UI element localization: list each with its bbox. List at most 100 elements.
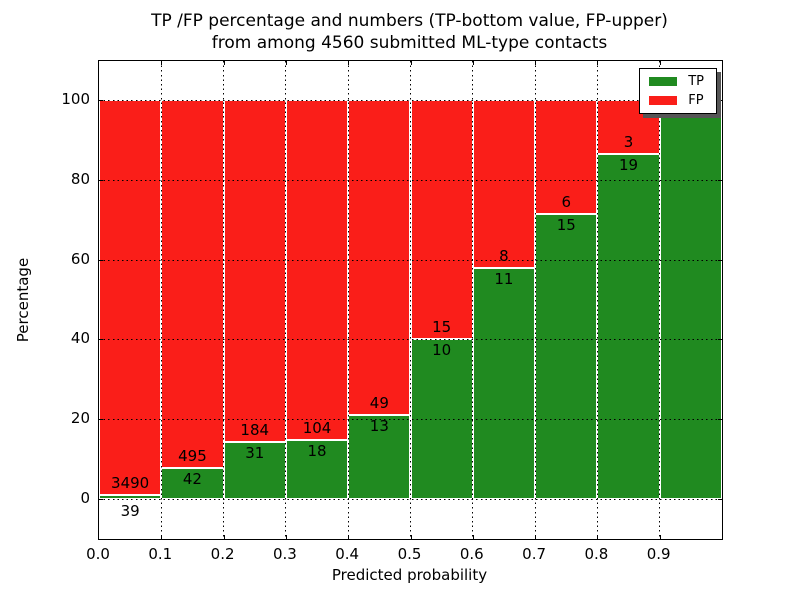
tp-bar-segment [99, 494, 162, 499]
fp-count-label: 3 [623, 133, 634, 152]
fp-bar-segment [348, 100, 411, 416]
x-tick-label: 0.3 [272, 545, 297, 563]
y-tick-mark [99, 499, 103, 500]
tp-bar-segment [659, 100, 722, 499]
fp-bar-segment [535, 100, 598, 215]
tp-count-label: 39 [120, 502, 140, 520]
tp-legend-label: TP [688, 74, 704, 89]
x-tick-mark [223, 535, 225, 539]
x-tick-label: 0.9 [646, 545, 671, 563]
v-gridline [285, 61, 287, 539]
x-axis-label: Predicted probability [331, 566, 488, 584]
fp-count-label: 8 [499, 246, 509, 265]
y-tick-label: 100 [61, 90, 90, 108]
y-tick-mark [99, 419, 103, 421]
plot-area: 349039495421843110418491315108116153198 … [98, 60, 723, 540]
x-tick-mark-top [472, 61, 474, 65]
v-gridline [596, 61, 598, 539]
fp-count-label: 495 [178, 446, 207, 465]
y-tick-label: 60 [70, 249, 90, 268]
tp-count-label: 10 [432, 341, 452, 360]
y-tick-mark-right [718, 179, 722, 181]
y-tick-label: 20 [70, 409, 90, 428]
v-gridline [410, 61, 411, 539]
fp-legend-swatch [649, 96, 678, 105]
fp-count-label: 15 [432, 318, 452, 337]
tp-bar-segment [348, 415, 411, 499]
x-tick-mark [597, 535, 599, 539]
y-tick-label: 80 [70, 169, 90, 188]
x-tick-label: 0.2 [210, 545, 235, 563]
v-gridline [659, 61, 661, 539]
x-tick-label: 0.5 [397, 545, 422, 563]
fp-count-label: 104 [302, 418, 332, 437]
x-tick-mark-top [659, 61, 661, 65]
x-tick-mark [348, 535, 350, 539]
tp-count-label: 42 [182, 469, 202, 488]
x-tick-mark-top [348, 61, 350, 65]
v-gridline [223, 61, 225, 539]
tp-count-label: 18 [307, 441, 327, 460]
x-tick-label: 0.6 [459, 545, 484, 563]
v-gridline [472, 61, 474, 539]
x-tick-label: 0.1 [148, 545, 173, 563]
y-tick-mark [99, 100, 103, 101]
x-tick-mark-top [285, 61, 287, 65]
y-tick-label: 40 [70, 329, 90, 348]
y-tick-mark-right [718, 259, 722, 261]
y-tick-mark [99, 259, 103, 261]
tp-count-label: 31 [245, 443, 265, 462]
tp-count-label: 15 [556, 216, 576, 235]
fp-bar-segment [223, 100, 286, 442]
chart-title: TP /FP percentage and numbers (TP-bottom… [98, 10, 721, 54]
legend-entry-tp: TP [649, 75, 704, 88]
x-tick-mark [535, 535, 537, 539]
fp-bar-segment [285, 100, 349, 440]
y-tick-mark-right [718, 419, 722, 421]
x-tick-mark [410, 535, 412, 539]
tp-bar-segment [161, 467, 224, 499]
fp-count-label: 49 [369, 394, 389, 413]
y-tick-mark [99, 179, 103, 181]
fp-count-label: 6 [561, 193, 572, 212]
x-tick-mark [659, 535, 661, 539]
fp-count-label: 3490 [111, 473, 150, 492]
fp-bar-segment [410, 100, 473, 340]
tp-bar-segment [285, 439, 349, 499]
chart-title-line1: TP /FP percentage and numbers (TP-bottom… [151, 11, 668, 31]
fp-bar-segment [99, 100, 162, 495]
x-tick-mark-top [161, 61, 163, 65]
tp-count-label: 13 [369, 417, 389, 436]
y-axis-label: Percentage [14, 257, 32, 343]
x-tick-mark-top [535, 61, 537, 65]
x-tick-mark-top [597, 61, 599, 65]
x-tick-label: 0.8 [584, 545, 609, 563]
y-tick-mark-right [718, 499, 722, 500]
fp-count-label: 184 [240, 420, 270, 439]
x-tick-mark-top [410, 61, 412, 65]
tp-count-label: 19 [619, 156, 639, 175]
tp-bar-segment [223, 441, 286, 499]
tp-bar-segment [597, 154, 660, 499]
tp-legend-swatch [649, 77, 678, 86]
v-gridline [534, 61, 536, 539]
v-gridline [347, 61, 349, 539]
x-tick-mark [472, 535, 474, 539]
x-tick-mark-top [223, 61, 225, 65]
tp-bar-segment [472, 267, 536, 499]
tp-count-label: 11 [494, 269, 514, 288]
v-gridline [160, 61, 162, 539]
fp-bar-segment [472, 100, 536, 268]
y-tick-mark-right [718, 339, 722, 341]
legend: TP FP [639, 68, 717, 114]
legend-entry-fp: FP [649, 94, 704, 107]
x-tick-mark [285, 535, 287, 539]
x-tick-label: 0.0 [86, 545, 110, 563]
fp-legend-label: FP [688, 93, 704, 108]
fp-bar-segment [161, 100, 224, 468]
y-tick-mark-right [718, 100, 722, 101]
tp-bar-segment [535, 214, 598, 499]
x-tick-label: 0.7 [522, 545, 547, 563]
y-tick-mark [99, 339, 103, 341]
